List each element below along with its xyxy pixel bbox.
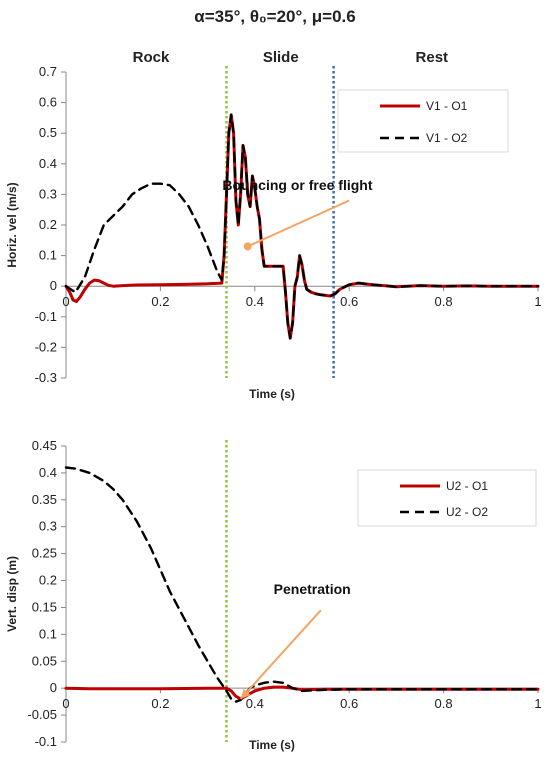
y-tick-label: 0.5 <box>39 125 57 140</box>
x-tick-label: 0.8 <box>435 294 453 309</box>
annotation-arrowhead <box>240 688 251 699</box>
y-tick-label: -0.05 <box>27 707 57 722</box>
annotation-point <box>243 242 252 251</box>
x-tick-label: 1 <box>534 696 541 711</box>
x-tick-label: 0.4 <box>246 294 264 309</box>
series-line-v1-o2 <box>64 113 540 340</box>
x-tick-label: 0.4 <box>246 696 264 711</box>
annotation-text: Penetration <box>274 581 351 597</box>
legend-label-v1-o1: V1 - O1 <box>426 99 468 113</box>
legend-label-u2-o1: U2 - O1 <box>446 479 488 493</box>
horizontal-velocity-chart: -0.3 -0.2 -0.1 0 0.1 0.2 0.3 0.4 0.5 0.6 0.7 0 0.2 0.… <box>5 49 542 401</box>
series-line-u2-o2 <box>64 466 540 703</box>
x-tick-label: 0 <box>62 696 69 711</box>
legend-box <box>357 469 537 527</box>
y-tick-label: -0.1 <box>35 734 57 749</box>
legend-label-u2-o2: U2 - O2 <box>446 505 488 519</box>
annotation-leader-line <box>247 199 350 248</box>
phase-label-slide: Slide <box>263 49 299 66</box>
y-tick-label: 0 <box>50 680 57 695</box>
figure-title: α=35°, θ₀=20°, μ=0.6 <box>194 7 355 26</box>
x-axis-label: Time (s) <box>249 387 295 401</box>
y-tick-label: 0.7 <box>39 64 57 79</box>
x-tick-label: 0.8 <box>435 696 453 711</box>
y-tick-label: -0.1 <box>35 309 57 324</box>
y-tick-label: 0.2 <box>39 573 57 588</box>
legend-label-v1-o2: V1 - O2 <box>426 131 468 145</box>
vertical-displacement-chart: -0.1 -0.05 0 0.05 0.1 0.15 0.2 0.25 0.3 0.35 0.4 0.… <box>5 438 542 752</box>
y-tick-label: 0.4 <box>39 465 57 480</box>
x-tick-label: 0 <box>62 294 69 309</box>
y-axis-label: Horiz. vel (m/s) <box>5 182 19 267</box>
x-tick-label: 0.2 <box>151 294 169 309</box>
y-tick-label: 0.05 <box>32 653 57 668</box>
y-tick-label: 0.4 <box>39 156 57 171</box>
legend: U2 - O1 U2 - O2 <box>357 469 537 527</box>
y-tick-label: -0.2 <box>35 339 57 354</box>
annotation-leader-line <box>239 609 322 700</box>
x-tick-label: 0.6 <box>340 696 358 711</box>
y-tick-label: 0.1 <box>39 248 57 263</box>
y-tick-label: -0.3 <box>35 370 57 385</box>
legend-box <box>337 89 509 153</box>
y-tick-label: 0.25 <box>32 546 57 561</box>
legend: V1 - O1 V1 - O2 <box>337 89 509 153</box>
y-tick-label: 0.2 <box>39 217 57 232</box>
y-tick-label: 0.6 <box>39 95 57 110</box>
y-tick-label: 0.35 <box>32 492 57 507</box>
y-tick-label: 0.15 <box>32 599 57 614</box>
y-tick-label: 0.1 <box>39 626 57 641</box>
y-tick-label: 0 <box>50 278 57 293</box>
y-tick-label: 0.3 <box>39 186 57 201</box>
x-tick-label: 0.2 <box>151 696 169 711</box>
y-axis-label: Vert. disp (m) <box>5 556 19 632</box>
y-tick-label: 0.45 <box>32 438 57 453</box>
x-tick-label: 0.6 <box>340 294 358 309</box>
x-tick-label: 1 <box>534 294 541 309</box>
x-axis-label: Time (s) <box>249 738 295 752</box>
phase-label-rock: Rock <box>133 49 170 66</box>
phase-label-rest: Rest <box>416 49 449 66</box>
annotation-text: Bouncing or free flight <box>222 177 372 193</box>
y-tick-label: 0.3 <box>39 519 57 534</box>
